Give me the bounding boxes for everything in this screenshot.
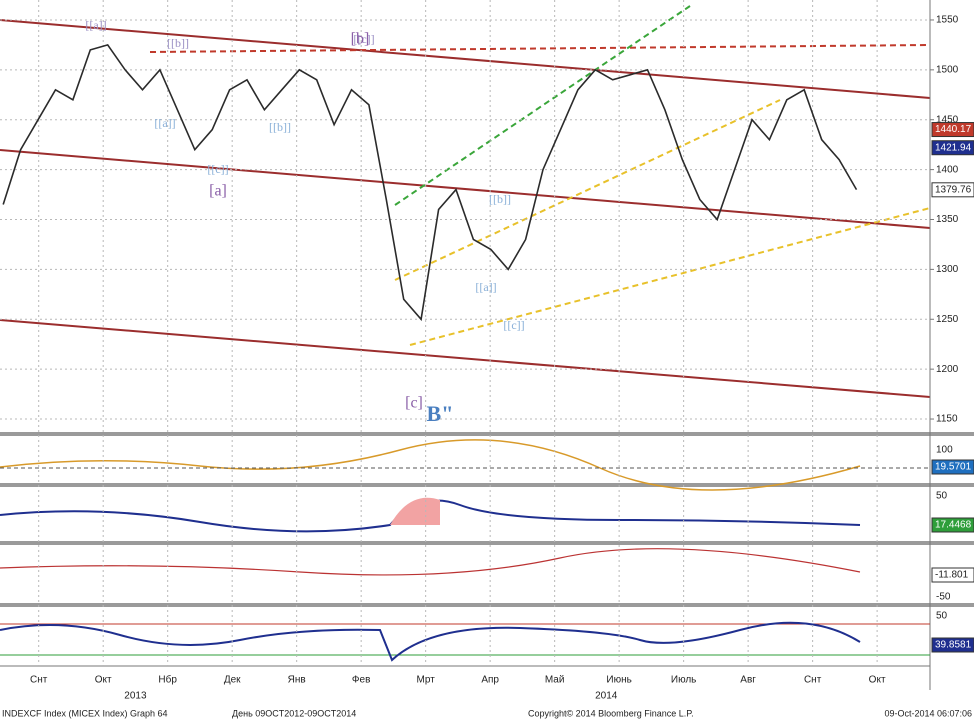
- y-tick-label: 1550: [936, 15, 959, 26]
- footer-text: 09-Oct-2014 06:07:06: [884, 708, 972, 718]
- x-tick-label: Дек: [224, 675, 241, 686]
- y-tick-label: 1200: [936, 364, 959, 375]
- y-tick-label: 1500: [936, 64, 959, 75]
- panel-tick-label: 50: [936, 611, 948, 622]
- indicator-curve: [0, 621, 861, 662]
- separator: [0, 603, 974, 607]
- wave-label: [[b]]: [167, 36, 189, 50]
- separator: [0, 483, 974, 487]
- panel-tick-label: -50: [936, 592, 951, 603]
- wave-label: [[a]]: [85, 18, 106, 32]
- x-tick-label: Окт: [869, 675, 886, 686]
- panel-tag: [931, 567, 974, 583]
- channel-line: [0, 149, 931, 229]
- y-tick-label: 1350: [936, 214, 959, 225]
- channel-line: [0, 19, 931, 99]
- panel-tag-label: 39.8581: [935, 640, 972, 651]
- wave-label: [[b]]: [489, 192, 511, 206]
- x-tick-label: Июнь: [606, 675, 631, 686]
- wave-label: [[a]]: [154, 116, 175, 130]
- y-tick-label: 1300: [936, 264, 959, 275]
- price-tag-label: 1379.76: [935, 184, 972, 195]
- wave-label: [a]: [209, 183, 227, 200]
- wave-label: B": [427, 401, 454, 426]
- x-tick-label: Снт: [804, 675, 822, 686]
- panel-tick-label: 100: [936, 445, 953, 456]
- y-tick-label: 1150: [936, 414, 958, 425]
- y-tick-label: 1450: [936, 114, 959, 125]
- panel-tag: [931, 517, 974, 533]
- indicator-curve: [0, 439, 861, 491]
- y-tick-label: 1250: [936, 314, 959, 325]
- panel-tag: [931, 637, 974, 653]
- wave-label: [[c]]: [353, 32, 374, 46]
- price-tag: [931, 140, 974, 156]
- x-tick-label: Нбр: [158, 674, 177, 686]
- wave-label: [b]: [351, 31, 370, 48]
- price-tag-label: 1421.94: [935, 142, 972, 153]
- wave-label: [c]: [405, 395, 423, 412]
- x-tick-label: Авг: [740, 675, 756, 686]
- channel-line: [0, 319, 931, 398]
- footer-text: INDEXCF Index (MICEX Index) Graph 64: [2, 708, 168, 718]
- price-tag-label: 1440.17: [935, 124, 972, 135]
- panel-tag-label: 17.4468: [935, 520, 972, 531]
- x-tick-label: Мрт: [417, 675, 436, 686]
- x-tick-label: Апр: [481, 675, 499, 686]
- separator: [0, 541, 974, 545]
- y-tick-label: 1400: [936, 164, 959, 175]
- year-label: 2013: [124, 691, 147, 702]
- trend-line: [394, 99, 781, 281]
- panel-tag-label: 19.5701: [935, 462, 972, 473]
- price-tag: [931, 122, 974, 138]
- wave-label: [[c]]: [503, 318, 524, 332]
- panel-tick-label: 50: [936, 491, 948, 502]
- x-tick-label: Снт: [30, 675, 48, 686]
- price-line: [2, 43, 858, 322]
- price-tag: [931, 182, 974, 198]
- x-tick-label: Окт: [95, 675, 112, 686]
- wave-label: [[c]]: [207, 162, 228, 176]
- footer-text: Copyright© 2014 Bloomberg Finance L.P.: [528, 708, 694, 718]
- wave-label: [[b]]: [269, 120, 291, 134]
- x-tick-label: Май: [545, 675, 565, 686]
- year-label: 2014: [595, 691, 618, 702]
- panel-tag: [931, 459, 974, 475]
- resistance-line: [149, 44, 931, 53]
- separator: [0, 432, 974, 436]
- x-tick-label: Фев: [352, 675, 370, 686]
- x-tick-label: Июль: [671, 675, 697, 686]
- footer-text: День 09OCT2012-09OCT2014: [232, 708, 356, 718]
- panel-tag-label: -11.801: [935, 570, 969, 581]
- x-tick-label: Янв: [288, 675, 306, 686]
- wave-label: [[a]]: [475, 280, 496, 294]
- indicator-fill: [390, 497, 440, 525]
- indicator-curve: [0, 548, 861, 576]
